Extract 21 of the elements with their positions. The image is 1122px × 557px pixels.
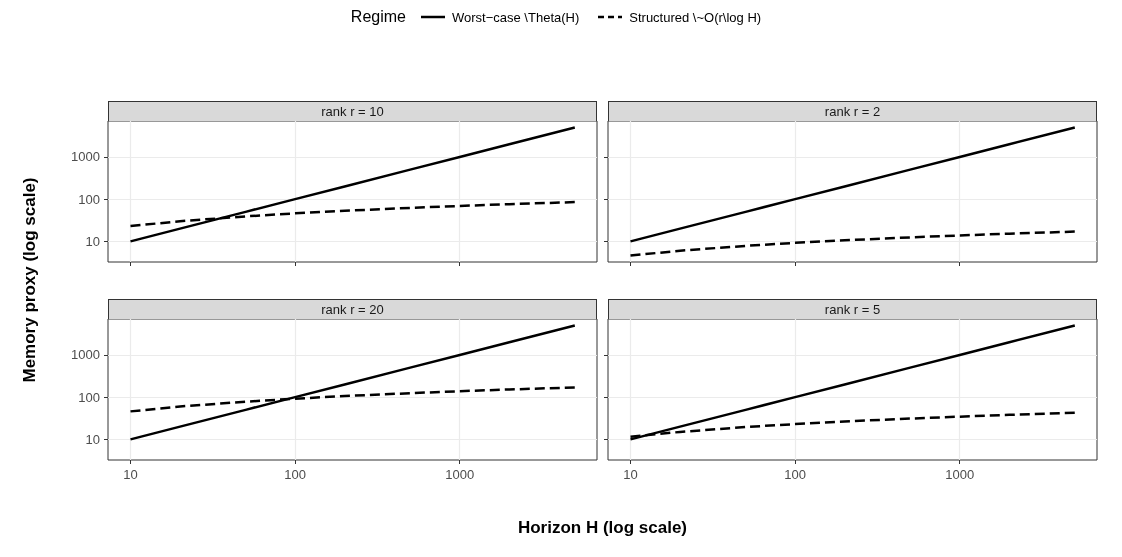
x-axis-title: Horizon H (log scale)	[516, 518, 689, 538]
legend-title: Regime	[350, 8, 406, 26]
chart-title: rank r = 5	[608, 299, 1097, 319]
chart-title: rank r = 2	[608, 101, 1097, 121]
x-tick-label: 100	[284, 467, 306, 482]
x-tick-label: 1000	[445, 467, 475, 482]
y-tick-label: 1000	[71, 347, 100, 363]
y-tick-label: 100	[78, 191, 100, 207]
y-tick-label: 1000	[71, 149, 100, 165]
legend-label: Worst−case \Theta(H)	[452, 9, 580, 25]
legend-label: Structured \~O(r\log H)	[629, 9, 762, 25]
y-tick-label: 10	[85, 431, 100, 447]
y-tick-label: 10	[85, 233, 100, 249]
y-tick-label: 100	[78, 389, 100, 405]
x-tick-label: 10	[123, 467, 138, 482]
chart-title: rank r = 20	[108, 299, 597, 319]
chart-title: rank r = 10	[108, 101, 597, 121]
y-axis-title: Memory proxy (log scale)	[20, 177, 40, 383]
x-tick-label: 10	[623, 467, 638, 482]
x-tick-label: 100	[784, 467, 806, 482]
x-tick-label: 1000	[945, 467, 975, 482]
